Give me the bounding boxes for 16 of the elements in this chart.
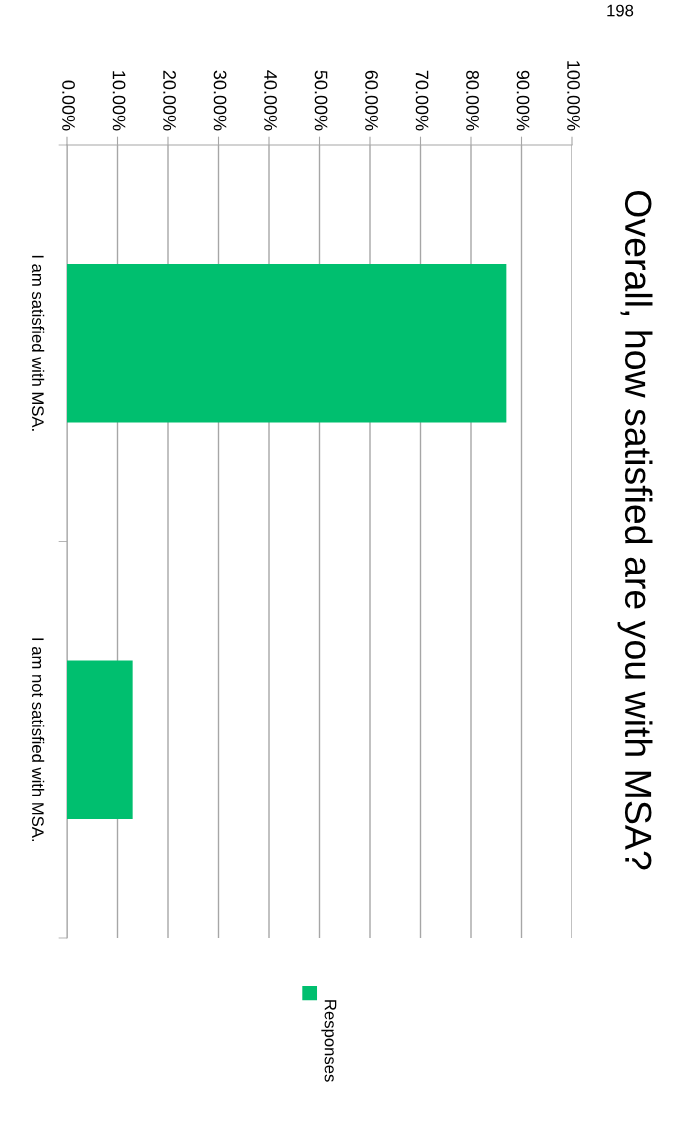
x-tick-label: 100.00% <box>567 61 580 131</box>
x-tick-label: 70.00% <box>415 70 429 131</box>
text: 198 <box>607 4 634 17</box>
x-tick-label: 60.00% <box>365 70 378 131</box>
x-tick-label: 80.00% <box>466 70 479 131</box>
x-tick-label: 20.00% <box>163 70 176 131</box>
text: Overall, how satisfied are you with MSA? <box>617 191 653 870</box>
x-tick-label: 30.00% <box>213 70 227 131</box>
x-tick-label: 50.00% <box>314 70 328 131</box>
x-tick-label: 90.00% <box>516 70 530 131</box>
legend-label: Responses <box>321 1000 337 1082</box>
x-tick-label: 40.00% <box>264 70 277 131</box>
y-tick-label: I am not satisfied with MSA. <box>31 638 45 842</box>
x-tick-label: 10.00% <box>112 71 126 131</box>
y-tick-label: I am satisfied with MSA. <box>31 255 45 431</box>
x-tick-label: 0.00% <box>62 80 75 131</box>
